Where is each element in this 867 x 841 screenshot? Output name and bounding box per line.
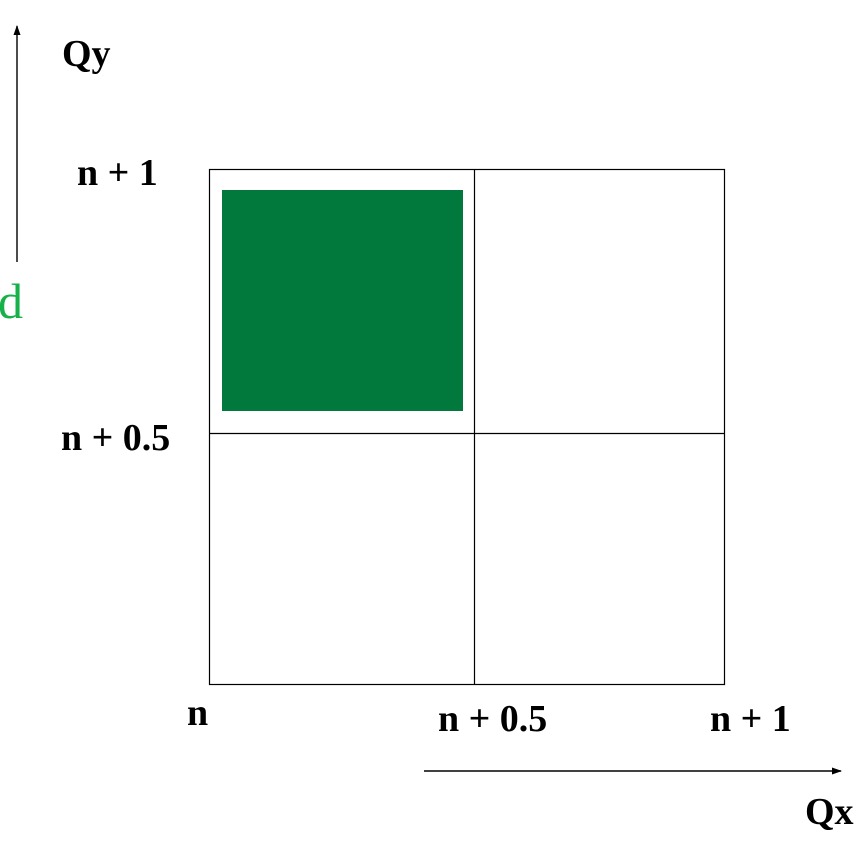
y-tick-top: n + 1	[77, 152, 158, 194]
x-tick-right: n + 1	[710, 698, 791, 740]
x-tick-middle: n + 0.5	[438, 698, 547, 740]
side-label: d	[0, 273, 23, 329]
x-axis-label: Qx	[805, 791, 854, 833]
tune-grid-frame	[208, 168, 726, 686]
y-axis-label: Qy	[62, 33, 111, 75]
x-tick-left: n	[187, 692, 208, 734]
y-tick-middle: n + 0.5	[61, 417, 170, 459]
highlighted-region	[222, 190, 463, 411]
